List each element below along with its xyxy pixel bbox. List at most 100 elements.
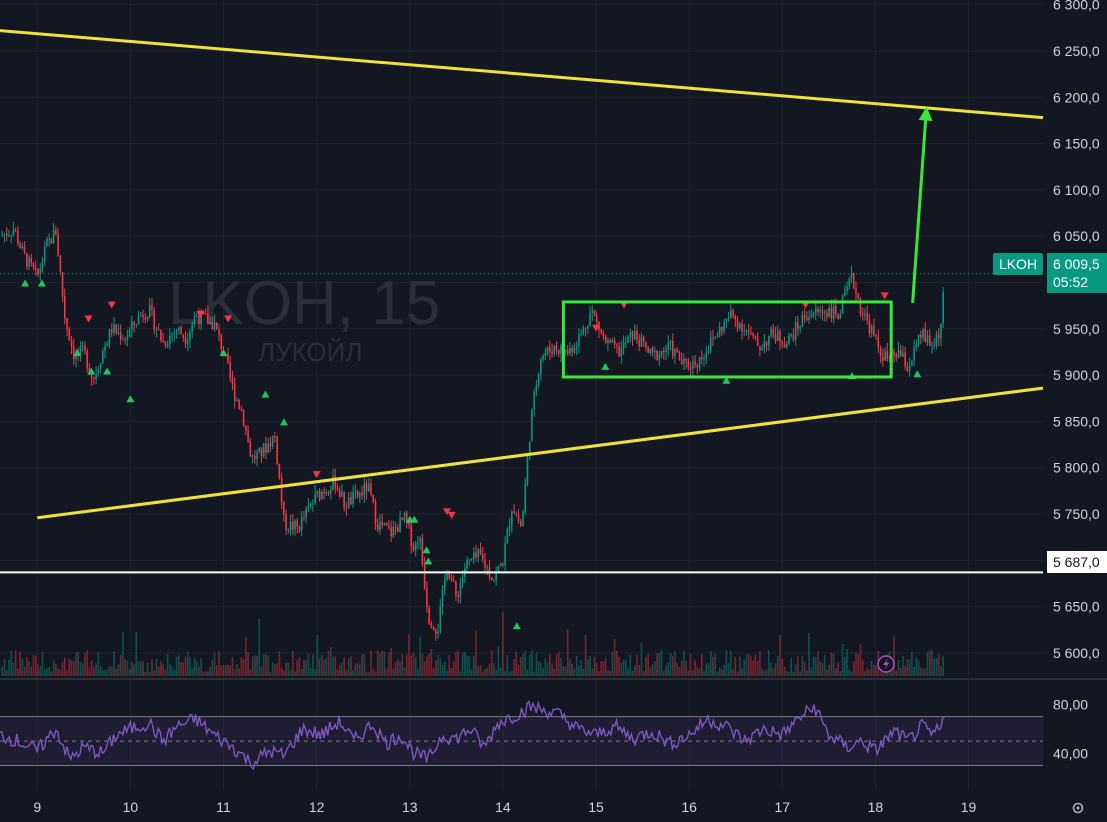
candle-body	[140, 314, 142, 316]
candle-253	[566, 345, 569, 357]
candle-body	[365, 483, 368, 492]
candle-body	[747, 330, 750, 333]
candle-body	[566, 349, 569, 354]
candle-body	[79, 346, 82, 355]
volume-bar-272	[609, 670, 611, 676]
candle-152	[341, 484, 343, 497]
candle-112	[251, 454, 254, 464]
candle-313	[700, 350, 703, 365]
candle-body	[287, 529, 290, 531]
volume-bar-240	[537, 660, 540, 676]
lightning-icon[interactable]	[877, 655, 895, 673]
candle-body	[911, 360, 913, 366]
candle-body	[428, 607, 430, 624]
volume-bar-1	[3, 659, 6, 676]
volume-bar-21	[48, 666, 50, 676]
volume-bar-185	[414, 657, 417, 676]
candle-body	[122, 339, 124, 341]
candle-body	[160, 330, 162, 341]
volume-bar-35	[79, 662, 82, 676]
volume-bar-277	[620, 662, 623, 676]
volume-bar-257	[575, 655, 578, 676]
candle-386	[864, 307, 866, 321]
candle-body	[289, 521, 292, 530]
volume-bar-296	[662, 671, 665, 676]
candle-68	[153, 307, 156, 335]
volume-bar-213	[477, 666, 480, 676]
candle-136	[305, 506, 307, 524]
candle-376	[841, 294, 844, 314]
candle-314	[703, 354, 705, 368]
candle-body	[142, 314, 144, 318]
candle-341	[763, 334, 766, 354]
candle-body	[765, 341, 768, 346]
candle-211	[473, 546, 475, 565]
volume-bar-246	[551, 663, 553, 676]
volume-bar-34	[77, 651, 80, 676]
sell-marker-0	[84, 315, 93, 323]
candle-body	[354, 491, 357, 493]
volume-bar-412	[922, 668, 924, 676]
buy-marker-14	[601, 362, 610, 370]
volume-bar-273	[611, 651, 614, 676]
volume-bar-195	[437, 655, 439, 676]
candle-body	[493, 580, 495, 582]
candle-body	[381, 521, 383, 526]
candle-body	[21, 246, 24, 249]
candle-47	[106, 340, 109, 347]
candle-13	[30, 253, 33, 267]
candle-body	[707, 350, 710, 353]
candle-body	[680, 360, 683, 364]
gear-icon[interactable]	[1072, 802, 1084, 814]
volume-bar-264	[591, 668, 594, 676]
candle-body	[808, 317, 810, 320]
volume-bar-302	[676, 663, 679, 676]
candle-370	[828, 304, 830, 318]
candle-body	[837, 313, 839, 319]
volume-bar-26	[59, 669, 62, 676]
volume-bar-286	[640, 642, 643, 676]
candle-201	[450, 573, 453, 582]
candle-body	[595, 315, 598, 322]
volume-bar-160	[359, 664, 361, 676]
time-axis[interactable]: 9 10 11 12 13 14 15 16 17 18 19	[33, 799, 976, 815]
drawings[interactable]	[0, 29, 1044, 520]
candle-95	[213, 314, 216, 332]
candle-388	[868, 313, 871, 338]
candle-body	[629, 331, 632, 337]
candle-body	[806, 317, 808, 320]
candle-body	[519, 521, 522, 527]
candle-158	[354, 484, 357, 500]
candle-210	[470, 558, 473, 562]
candle-body	[531, 409, 533, 442]
candle-351	[785, 340, 788, 349]
candle-body	[249, 441, 252, 457]
volume-bar-270	[604, 658, 607, 676]
volume-bar-367	[821, 662, 824, 676]
volume-bar-400	[895, 670, 898, 676]
sell-marker-2	[196, 310, 205, 318]
candle-body	[716, 335, 719, 337]
candle-393	[879, 345, 882, 364]
volume-bar-221	[495, 669, 497, 676]
candle-body	[902, 352, 904, 357]
volume-bar-410	[917, 660, 920, 676]
volume-bar-228	[511, 670, 513, 676]
volume-bar-343	[768, 650, 770, 676]
volume-bar-265	[593, 656, 596, 676]
candle-body	[633, 330, 636, 340]
volume-bar-77	[173, 669, 176, 676]
candle-91	[204, 308, 207, 315]
volume-bar-347	[776, 656, 779, 676]
buy-marker-11	[422, 546, 431, 554]
volume-bar-88	[198, 666, 200, 676]
candle-body	[511, 511, 513, 527]
volume-bar-361	[808, 633, 810, 676]
volume-bar-387	[866, 668, 868, 676]
price-tick-label: 6 300,0	[1053, 0, 1100, 13]
volume-bar-231	[517, 664, 520, 676]
candle-409	[915, 339, 918, 352]
volume-bar-18	[41, 651, 44, 676]
candle-133	[298, 525, 301, 533]
